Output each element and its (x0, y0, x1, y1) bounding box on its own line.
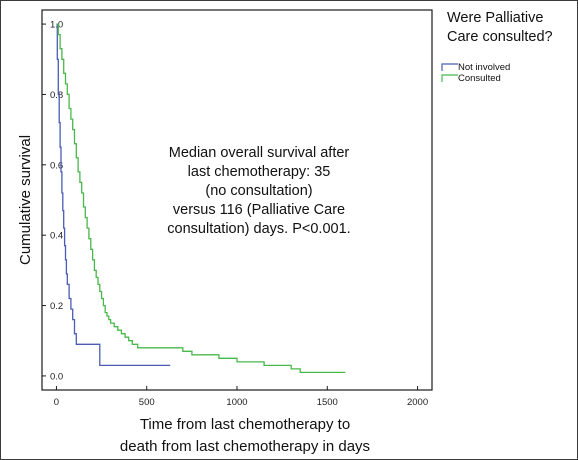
x-axis-ticks: 0 500 1000 1500 2000 (54, 386, 428, 408)
legend-label: Consulted (458, 73, 501, 84)
legend-swatch (441, 74, 458, 82)
y-tick-label: 1.0 (50, 20, 63, 31)
x-tick-label: 1500 (317, 397, 338, 408)
annotation: Median overall survival after last chemo… (167, 145, 350, 237)
annotation-line-3: (no consultation) (205, 183, 312, 199)
y-tick-label: 0.0 (50, 371, 63, 382)
series-line-not-involved (56, 23, 171, 367)
plot-area-frame (41, 9, 433, 391)
x-axis-title-line-2: death from last chemotherapy in days (120, 438, 370, 455)
legend-title-line-2: Care consulted? (447, 29, 553, 45)
series-line-consulted (56, 23, 346, 374)
annotation-line-1: Median overall survival after (169, 145, 350, 161)
y-tick-label: 0.2 (50, 301, 63, 312)
x-axis-title-line-1: Time from last chemotherapy to (140, 416, 350, 433)
legend-title-line-1: Were Palliative (447, 10, 543, 26)
x-tick-label: 2000 (407, 397, 428, 408)
series-layer (56, 23, 346, 374)
x-tick-label: 0 (54, 397, 59, 408)
y-axis-title: Cumulative survival (17, 135, 34, 265)
legend-swatch (441, 63, 458, 71)
y-axis-ticks: 0.0 0.2 0.4 0.6 0.8 1.0 (42, 20, 63, 382)
y-tick-label: 0.6 (50, 160, 63, 171)
y-tick-label: 0.8 (50, 90, 63, 101)
annotation-line-4: versus 116 (Palliative Care (173, 202, 345, 218)
annotation-line-5: consultation) days. P<0.001. (167, 221, 350, 237)
legend-label: Not involved (458, 62, 510, 73)
x-tick-label: 500 (139, 397, 155, 408)
x-tick-label: 1000 (226, 397, 247, 408)
y-tick-label: 0.4 (50, 231, 63, 242)
annotation-line-2: last chemotherapy: 35 (188, 164, 331, 180)
